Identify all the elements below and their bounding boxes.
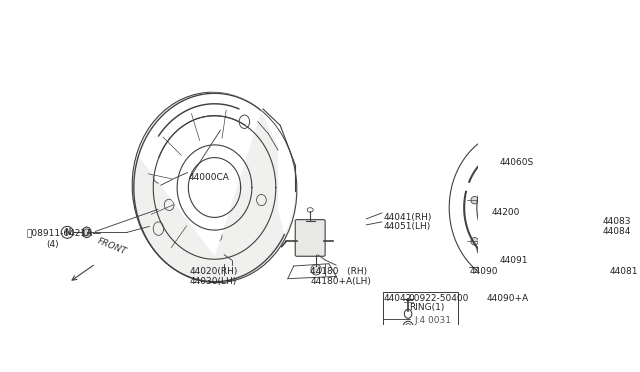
Circle shape xyxy=(471,238,478,245)
Text: 44180+A(LH): 44180+A(LH) xyxy=(310,277,371,286)
Ellipse shape xyxy=(132,92,297,283)
Circle shape xyxy=(61,226,73,238)
Text: 44020(RH): 44020(RH) xyxy=(189,267,237,276)
Text: 44084: 44084 xyxy=(602,227,631,236)
Text: 44000CA: 44000CA xyxy=(188,173,229,182)
Ellipse shape xyxy=(511,161,532,176)
Text: 44030(LH): 44030(LH) xyxy=(189,277,236,286)
Circle shape xyxy=(403,344,413,355)
Circle shape xyxy=(568,210,575,217)
Text: 00922-50400: 00922-50400 xyxy=(409,294,469,303)
Text: (4): (4) xyxy=(46,240,59,249)
Text: 44200: 44200 xyxy=(492,208,520,217)
Text: 44090: 44090 xyxy=(469,267,498,276)
Text: 44051(LH): 44051(LH) xyxy=(383,222,431,231)
Text: ⓝ08911-6421A—: ⓝ08911-6421A— xyxy=(27,229,102,238)
Circle shape xyxy=(508,155,520,167)
Ellipse shape xyxy=(82,227,91,238)
Text: 44090+A: 44090+A xyxy=(486,294,529,303)
Text: N: N xyxy=(64,228,70,237)
Text: FRONT: FRONT xyxy=(95,237,127,257)
Text: 44041(RH): 44041(RH) xyxy=(383,213,432,222)
Text: J:4 0031: J:4 0031 xyxy=(415,316,452,325)
Text: RING(1): RING(1) xyxy=(409,303,444,312)
Text: 44060S: 44060S xyxy=(499,158,534,167)
Circle shape xyxy=(471,196,478,204)
Circle shape xyxy=(311,264,321,275)
Polygon shape xyxy=(261,111,295,234)
Circle shape xyxy=(568,225,575,232)
Text: 44083: 44083 xyxy=(602,217,631,227)
Text: 44042: 44042 xyxy=(383,294,412,303)
Text: 44081: 44081 xyxy=(609,267,637,276)
Text: 44091: 44091 xyxy=(499,256,528,265)
FancyBboxPatch shape xyxy=(295,219,325,256)
Polygon shape xyxy=(139,93,261,255)
Text: 44180   (RH): 44180 (RH) xyxy=(310,267,367,276)
